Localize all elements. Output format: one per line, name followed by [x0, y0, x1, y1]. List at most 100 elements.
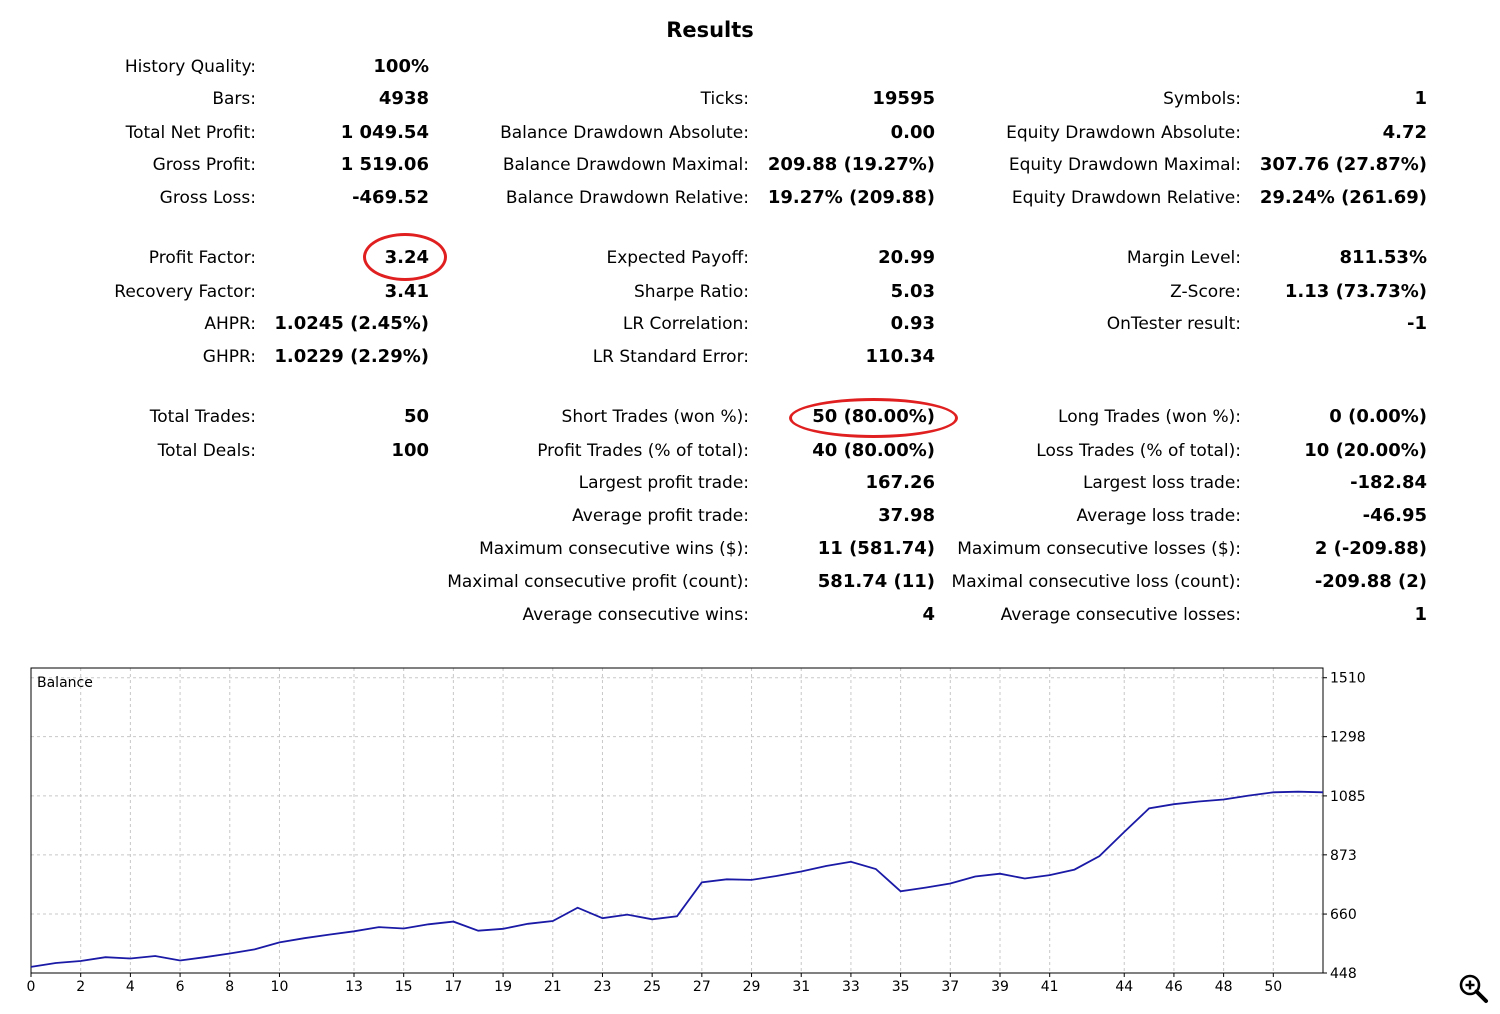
bars-label: Bars: [212, 89, 256, 109]
x-tick-label: 21 [544, 979, 562, 995]
x-tick-label: 37 [941, 979, 959, 995]
short-trades-label: Short Trades (won %): [561, 407, 749, 427]
profit-trades-value: 40 (80.00%) [812, 440, 935, 461]
equity-dd-abs-label: Equity Drawdown Absolute: [1006, 123, 1241, 143]
largest-loss-value: -182.84 [1350, 472, 1427, 493]
chart-grid [31, 668, 1323, 973]
z-score-label: Z-Score: [1170, 282, 1241, 302]
sharpe-ratio-value: 5.03 [890, 281, 935, 302]
x-tick-label: 15 [395, 979, 413, 995]
balance-dd-rel-value: 19.27% (209.88) [767, 187, 935, 208]
balance-dd-abs-label: Balance Drawdown Absolute: [500, 123, 749, 143]
x-tick-label: 0 [27, 979, 36, 995]
results-title: Results [666, 18, 754, 42]
x-tick-label: 10 [271, 979, 289, 995]
lr-std-error-value: 110.34 [865, 346, 935, 367]
x-tick-label: 4 [126, 979, 135, 995]
gross-profit-label: Gross Profit: [152, 155, 256, 175]
max-consec-wins-value: 11 (581.74) [817, 538, 935, 559]
x-tick-label: 2 [76, 979, 85, 995]
equity-dd-rel-label: Equity Drawdown Relative: [1011, 188, 1241, 208]
average-profit-label: Average profit trade: [572, 506, 749, 526]
total-trades-label: Total Trades: [149, 407, 256, 427]
x-tick-label: 13 [345, 979, 363, 995]
expected-payoff-label: Expected Payoff: [606, 248, 749, 268]
chart-frame [30, 667, 1324, 974]
total-net-profit-value: 1 049.54 [340, 122, 429, 143]
x-tick-label: 39 [991, 979, 1009, 995]
ahpr-value: 1.0245 (2.45%) [274, 313, 429, 334]
y-tick-label: 1085 [1330, 789, 1366, 805]
average-profit-value: 37.98 [878, 505, 935, 526]
lr-correlation-label: LR Correlation: [622, 314, 749, 334]
recovery-factor-label: Recovery Factor: [114, 282, 256, 302]
average-loss-label: Average loss trade: [1076, 506, 1241, 526]
ghpr-label: GHPR: [202, 347, 256, 367]
x-tick-label: 6 [176, 979, 185, 995]
gross-loss-value: -469.52 [352, 187, 429, 208]
lr-std-error-label: LR Standard Error: [592, 347, 749, 367]
x-tick-label: 50 [1264, 979, 1282, 995]
x-tick-label: 33 [842, 979, 860, 995]
balance-dd-rel-label: Balance Drawdown Relative: [505, 188, 749, 208]
y-axis-ticks: 448 660 873 1085 1298 1510 [1323, 671, 1366, 982]
x-tick-label: 23 [594, 979, 612, 995]
max-consec-losses-value: 2 (-209.88) [1314, 538, 1427, 559]
x-axis-ticks: 0 2 4 6 8 10 13 15 17 19 21 23 25 27 29 31 33 35 37 39 41 44 4… [27, 973, 1282, 995]
x-tick-label: 17 [444, 979, 462, 995]
balance-line [30, 790, 1324, 968]
total-deals-value: 100 [391, 440, 429, 461]
loss-trades-value: 10 (20.00%) [1304, 440, 1427, 461]
avg-consec-wins-value: 4 [922, 604, 935, 625]
max-consec-wins-label: Maximum consecutive wins ($): [479, 539, 749, 559]
loss-trades-label: Loss Trades (% of total): [1036, 441, 1241, 461]
equity-dd-abs-value: 4.72 [1382, 122, 1427, 143]
long-trades-label: Long Trades (won %): [1058, 407, 1241, 427]
equity-dd-rel-value: 29.24% (261.69) [1259, 187, 1427, 208]
margin-level-label: Margin Level: [1126, 248, 1241, 268]
x-tick-label: 27 [693, 979, 711, 995]
chart-title: Balance [37, 675, 93, 691]
balance-dd-max-label: Balance Drawdown Maximal: [502, 155, 749, 175]
history-quality-label: History Quality: [124, 57, 256, 77]
x-tick-label: 46 [1165, 979, 1183, 995]
average-loss-value: -46.95 [1362, 505, 1427, 526]
x-tick-label: 25 [643, 979, 661, 995]
total-deals-label: Total Deals: [157, 441, 256, 461]
largest-loss-label: Largest loss trade: [1082, 473, 1241, 493]
balance-series [30, 790, 1324, 968]
maximal-consec-loss-value: -209.88 (2) [1314, 571, 1427, 592]
largest-profit-value: 167.26 [865, 472, 935, 493]
x-tick-label: 19 [494, 979, 512, 995]
zoom-in-icon[interactable] [1457, 972, 1489, 1004]
avg-consec-wins-label: Average consecutive wins: [522, 605, 749, 625]
sharpe-ratio-label: Sharpe Ratio: [634, 282, 749, 302]
y-tick-label: 448 [1330, 966, 1357, 982]
x-tick-label: 48 [1215, 979, 1233, 995]
profit-factor-label: Profit Factor: [148, 248, 256, 268]
largest-profit-label: Largest profit trade: [578, 473, 749, 493]
y-tick-label: 660 [1330, 907, 1357, 923]
z-score-value: 1.13 (73.73%) [1284, 281, 1427, 302]
x-tick-label: 8 [225, 979, 234, 995]
y-tick-label: 873 [1330, 848, 1357, 864]
balance-dd-abs-value: 0.00 [890, 122, 935, 143]
symbols-value: 1 [1414, 88, 1427, 109]
short-trades-highlight-ellipse [789, 398, 958, 438]
x-tick-label: 44 [1115, 979, 1133, 995]
profit-trades-label: Profit Trades (% of total): [537, 441, 749, 461]
y-tick-label: 1298 [1330, 730, 1366, 746]
x-tick-label: 31 [792, 979, 810, 995]
long-trades-value: 0 (0.00%) [1329, 406, 1427, 427]
ontester-value: -1 [1407, 313, 1427, 334]
x-tick-label: 29 [743, 979, 761, 995]
x-tick-label: 35 [892, 979, 910, 995]
recovery-factor-value: 3.41 [384, 281, 429, 302]
equity-dd-max-value: 307.76 (27.87%) [1259, 154, 1427, 175]
margin-level-value: 811.53% [1339, 247, 1428, 268]
ghpr-value: 1.0229 (2.29%) [274, 346, 429, 367]
max-consec-losses-label: Maximum consecutive losses ($): [957, 539, 1241, 559]
history-quality-value: 100% [373, 56, 429, 77]
balance-dd-max-value: 209.88 (19.27%) [767, 154, 935, 175]
